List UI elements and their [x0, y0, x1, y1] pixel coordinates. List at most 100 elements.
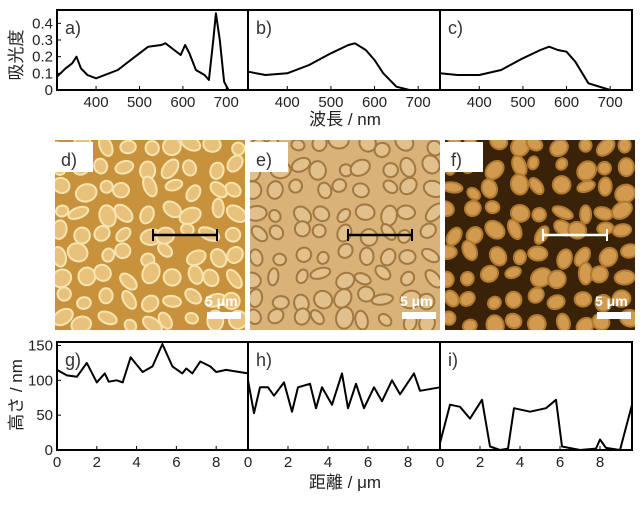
surface-domain: [424, 269, 440, 289]
surface-domain: [209, 181, 228, 199]
x-axis-label: 距離 / μm: [309, 473, 381, 492]
series-line: [56, 12, 235, 91]
panel-label: g): [65, 350, 81, 370]
x-tick-label: 8: [212, 454, 220, 471]
surface-domain: [73, 226, 91, 245]
surface-domain: [556, 248, 573, 270]
x-tick-label: 2: [284, 454, 292, 471]
surface-domain: [531, 207, 547, 223]
surface-domain: [445, 200, 455, 218]
x-tick-label: 400: [84, 94, 109, 111]
surface-domain: [157, 242, 174, 258]
surface-domain: [222, 291, 241, 310]
surface-domain: [178, 206, 202, 226]
surface-domain: [55, 219, 68, 240]
surface-domain: [617, 140, 632, 154]
scale-bar-label: 5 μm: [205, 293, 238, 309]
surface-domain: [504, 265, 522, 280]
surface-domain: [335, 271, 356, 291]
surface-domain: [121, 290, 137, 310]
x-tick-label: 4: [516, 454, 524, 471]
surface-domain: [419, 222, 437, 239]
surface-domain: [373, 141, 391, 158]
surface-domain: [266, 180, 284, 200]
surface-domain: [512, 249, 527, 266]
surface-domain: [466, 186, 481, 201]
surface-domain: [479, 264, 500, 283]
surface-domain: [308, 160, 327, 181]
surface-domain: [506, 218, 523, 241]
surface-domain: [527, 245, 549, 262]
surface-domain: [70, 315, 93, 330]
surface-domain: [337, 242, 354, 259]
surface-domain: [377, 313, 393, 327]
surface-domain: [424, 202, 440, 223]
surface-domain: [290, 140, 306, 152]
label-box: [55, 142, 93, 172]
surface-domain: [268, 224, 285, 241]
surface-domain: [56, 286, 72, 302]
surface-domain: [160, 158, 180, 180]
y-axis-label: 吸光度: [7, 30, 26, 81]
surface-domain: [551, 205, 574, 221]
surface-domain: [484, 159, 505, 181]
y-tick-label: 0.3: [32, 32, 53, 49]
surface-domain: [426, 140, 440, 157]
surface-domain: [338, 163, 354, 178]
surface-domain: [295, 246, 313, 263]
surface-domain: [382, 162, 399, 179]
surface-domain: [119, 140, 137, 155]
surface-domain: [546, 294, 566, 311]
surface-domain: [140, 294, 160, 313]
afm-image: [445, 140, 635, 330]
scale-bar-label: 5 μm: [595, 293, 628, 309]
x-tick-label: 4: [132, 454, 140, 471]
x-tick-label: 600: [362, 94, 387, 111]
surface-domain: [250, 248, 264, 267]
y-tick-label: 150: [28, 337, 53, 354]
surface-domain: [250, 271, 262, 290]
surface-domain: [509, 203, 531, 223]
surface-domain: [595, 140, 616, 157]
surface-domain: [141, 315, 163, 330]
surface-domain: [77, 266, 97, 287]
surface-domain: [267, 267, 280, 287]
plot-frame: [56, 9, 249, 91]
surface-domain: [620, 243, 635, 259]
surface-domain: [358, 246, 375, 267]
surface-domain: [293, 307, 311, 326]
panel-label: b): [256, 18, 272, 38]
plot-frame: [247, 9, 441, 91]
surface-domain: [399, 176, 418, 196]
surface-domain: [55, 307, 74, 327]
surface-domain: [480, 178, 499, 199]
surface-domain: [611, 223, 633, 238]
panel-label: i): [448, 350, 458, 370]
surface-domain: [349, 158, 371, 177]
surface-domain: [224, 181, 242, 198]
surface-domain: [309, 309, 325, 326]
surface-domain: [142, 175, 158, 198]
surface-domain: [359, 228, 379, 247]
y-tick-label: 0.4: [32, 15, 53, 32]
x-tick-label: 400: [467, 94, 492, 111]
series-line: [439, 398, 633, 451]
surface-domain: [458, 290, 476, 307]
surface-domain: [589, 265, 609, 284]
surface-domain: [353, 272, 372, 286]
x-tick-label: 700: [406, 94, 431, 111]
surface-domain: [510, 140, 531, 158]
surface-domain: [527, 286, 545, 304]
x-tick-label: 6: [556, 454, 564, 471]
series-line: [247, 372, 441, 415]
surface-domain: [421, 154, 440, 175]
plot-frame: [439, 9, 633, 91]
y-tick-label: 0.2: [32, 49, 53, 66]
surface-domain: [461, 239, 479, 262]
surface-domain: [463, 199, 482, 217]
surface-domain: [316, 250, 330, 265]
surface-domain: [55, 176, 71, 194]
surface-domain: [555, 157, 569, 171]
surface-domain: [225, 204, 245, 223]
x-axis-label: 波長 / nm: [309, 110, 381, 129]
